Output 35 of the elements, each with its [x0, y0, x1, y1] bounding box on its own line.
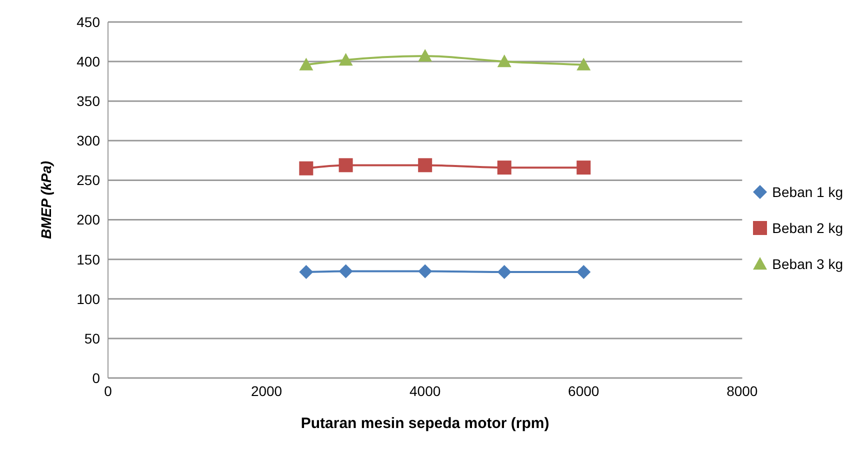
point	[338, 264, 353, 278]
point	[338, 158, 353, 172]
point	[418, 49, 432, 62]
x-axis-title: Putaran mesin sepeda motor (rpm)	[300, 415, 550, 432]
y-tick-label: 400	[76, 54, 100, 70]
point	[299, 264, 314, 279]
legend-label: Beban 3 kg	[772, 256, 843, 272]
y-tick-label: 50	[84, 330, 100, 346]
point	[497, 160, 512, 175]
y-tick-label: 450	[76, 14, 100, 30]
x-tick-label: 4000	[410, 382, 441, 399]
legend-label: Beban 2 kg	[772, 220, 843, 236]
y-tick-label: 250	[76, 172, 100, 188]
point	[576, 58, 591, 70]
x-tick-label: 6000	[568, 382, 600, 399]
legend-label: Beban 1 kg	[772, 184, 843, 200]
y-tick-label: 200	[76, 212, 100, 228]
y-tick-label: 150	[76, 251, 100, 268]
point	[497, 264, 512, 279]
point	[576, 160, 591, 175]
x-tick-label: 8000	[726, 382, 758, 399]
point	[299, 58, 314, 70]
y-tick-label: 350	[76, 93, 100, 110]
point	[338, 52, 353, 66]
x-tick-label: 0	[104, 382, 112, 399]
y-axis-title: BMEP (kPa)	[38, 160, 54, 240]
point	[418, 158, 432, 172]
y-tick-label: 100	[76, 290, 100, 307]
point	[497, 54, 512, 68]
y-tick-label: 300	[76, 132, 100, 149]
point	[299, 161, 314, 176]
x-tick-label: 2000	[250, 382, 282, 399]
point	[418, 264, 432, 278]
y-tick-label: 0	[92, 370, 100, 386]
point	[576, 264, 591, 279]
